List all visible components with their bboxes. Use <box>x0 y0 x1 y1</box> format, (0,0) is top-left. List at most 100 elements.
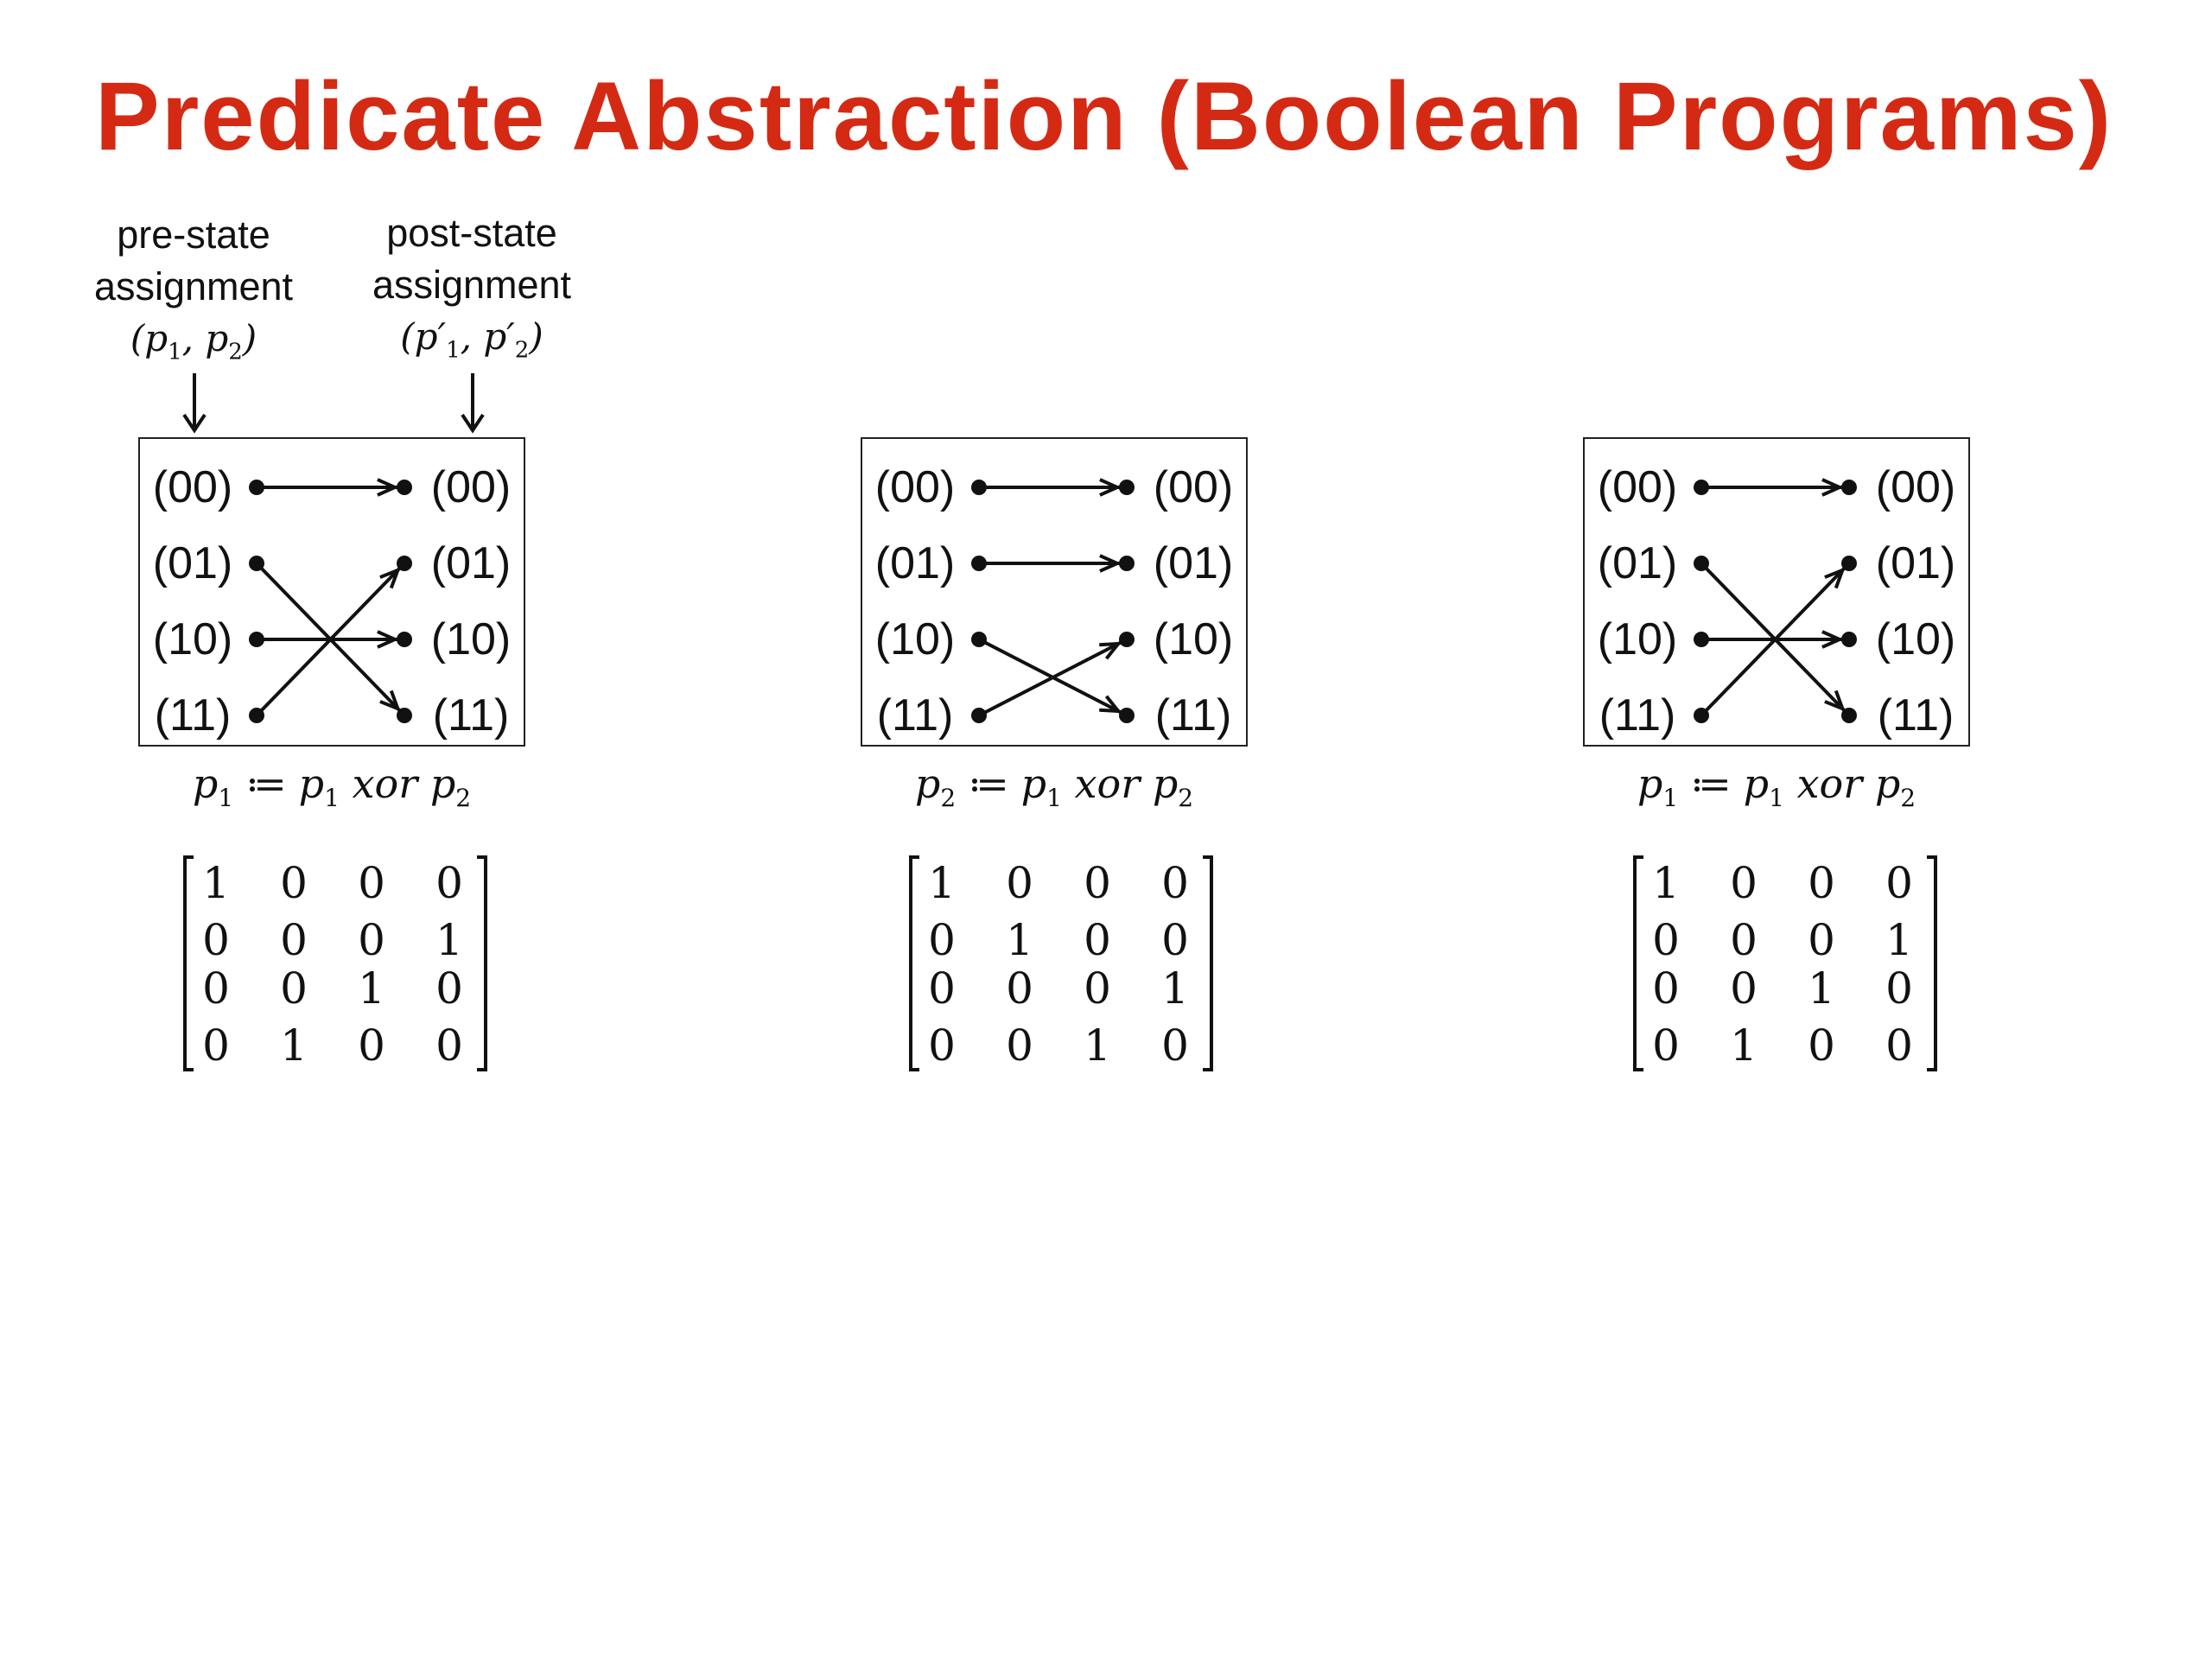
matrix-cell: 0 <box>1006 858 1033 908</box>
transition-matrix-2: 1 0 0 0 0 1 0 0 0 0 0 1 0 0 1 0 <box>906 855 1217 1071</box>
transition-diagram-1: (00) (01) (10) (11) (00) (01) (10) (11) <box>138 437 525 747</box>
matrix-cell: 1 <box>1006 915 1033 965</box>
arrowhead <box>1821 630 1844 649</box>
transition-matrix-1: 1 0 0 0 0 0 0 1 0 0 1 0 0 1 0 0 <box>180 855 491 1071</box>
matrix-cell: 0 <box>280 915 308 965</box>
matrix-cell: 0 <box>1084 963 1111 1014</box>
post-state-11: (11) <box>1877 690 1955 741</box>
transition-matrix-3: 1 0 0 0 0 0 0 1 0 0 1 0 0 1 0 0 <box>1630 855 1941 1071</box>
matrix-cell: 0 <box>280 858 308 908</box>
post-state-00: (00) <box>1875 462 1956 512</box>
transition-arrows-3 <box>1694 478 1857 723</box>
assignment-equation-2: p2 ≔ p1 xor p2 <box>914 760 1194 813</box>
matrix-cell: 0 <box>358 915 385 965</box>
assignment-equation-3: p1 ≔ p1 xor p2 <box>1637 760 1916 813</box>
pre-state-00: (00) <box>152 462 233 512</box>
matrix-cell: 0 <box>928 963 956 1014</box>
arrowhead <box>379 567 401 589</box>
matrix-cell: 0 <box>1885 1020 1913 1071</box>
matrix-cell: 0 <box>1652 963 1680 1014</box>
matrix-cell: 0 <box>1006 1020 1033 1071</box>
matrix-cell: 0 <box>280 963 308 1014</box>
matrix-cell: 0 <box>435 963 463 1014</box>
matrix-cell: 0 <box>1730 963 1758 1014</box>
matrix-cell: 0 <box>1808 858 1835 908</box>
matrix-cell: 1 <box>1161 963 1189 1014</box>
post-state-10: (10) <box>1153 614 1234 664</box>
transition-arrow <box>255 562 406 717</box>
matrix-cell: 1 <box>280 1020 308 1071</box>
matrix-cell: 1 <box>358 963 385 1014</box>
post-state-00: (00) <box>1153 462 1234 512</box>
slide-title: Predicate Abstraction (Boolean Programs) <box>95 62 2113 170</box>
matrix-cell: 0 <box>1730 858 1758 908</box>
matrix-cell: 0 <box>1006 963 1033 1014</box>
matrix-cell: 0 <box>1652 1020 1680 1071</box>
pre-state-11: (11) <box>154 690 232 741</box>
pre-state-01: (01) <box>874 538 956 588</box>
pre-state-header: pre-state assignment (p1, p2) <box>55 209 332 378</box>
matrix-cell: 0 <box>1808 1020 1835 1071</box>
matrix-cell: 0 <box>435 858 463 908</box>
transition-arrow <box>1700 562 1851 717</box>
arrowhead <box>379 690 401 712</box>
matrix-cell: 0 <box>1161 858 1189 908</box>
matrix-cell: 1 <box>202 858 230 908</box>
matrix-cell: 1 <box>1652 858 1680 908</box>
matrix-cell: 0 <box>1885 858 1913 908</box>
post-state-00: (00) <box>430 462 512 512</box>
post-state-01: (01) <box>1153 538 1234 588</box>
pre-state-10: (10) <box>874 614 956 664</box>
pre-state-arrow <box>182 373 207 434</box>
matrix-cell: 0 <box>1808 915 1835 965</box>
matrix-cell: 0 <box>202 963 230 1014</box>
post-state-vars: (p′1, p′2) <box>400 315 543 364</box>
post-state-label: post-state assignment <box>372 211 572 307</box>
matrix-cell: 0 <box>435 1020 463 1071</box>
transition-diagram-2: (00) (01) (10) (11) (00) (01) (10) (11) <box>861 437 1248 747</box>
post-state-11: (11) <box>432 690 510 741</box>
transition-arrows-1 <box>249 478 412 723</box>
pre-state-01: (01) <box>152 538 233 588</box>
pre-state-10: (10) <box>1597 614 1678 664</box>
matrix-cell: 0 <box>358 1020 385 1071</box>
matrix-cell: 1 <box>1808 963 1835 1014</box>
arrowhead <box>377 630 399 649</box>
arrowhead <box>1824 567 1846 589</box>
matrix-cell: 0 <box>1161 1020 1189 1071</box>
matrix-cell: 0 <box>202 1020 230 1071</box>
post-state-11: (11) <box>1154 690 1232 741</box>
transition-arrows-2 <box>971 478 1135 723</box>
arrowhead <box>1099 478 1122 497</box>
matrix-cell: 1 <box>1730 1020 1758 1071</box>
matrix-cell: 0 <box>928 915 956 965</box>
matrix-cell: 0 <box>1730 915 1758 965</box>
arrowhead <box>1821 478 1844 497</box>
pre-state-01: (01) <box>1597 538 1678 588</box>
matrix-brackets-1 <box>183 855 487 1071</box>
matrix-cell: 0 <box>1084 858 1111 908</box>
pre-state-11: (11) <box>876 690 954 741</box>
post-state-header: post-state assignment (p′1, p′2) <box>334 207 610 376</box>
matrix-brackets-3 <box>1633 855 1937 1071</box>
assignment-equation-1: p1 ≔ p1 xor p2 <box>192 760 472 813</box>
pre-state-00: (00) <box>874 462 956 512</box>
pre-state-label: pre-state assignment <box>93 213 294 308</box>
pre-state-vars: (p1, p2) <box>130 317 257 365</box>
matrix-cell: 0 <box>202 915 230 965</box>
matrix-cell: 0 <box>1652 915 1680 965</box>
transition-diagram-3: (00) (01) (10) (11) (00) (01) (10) (11) <box>1583 437 1970 747</box>
post-state-10: (10) <box>430 614 512 664</box>
matrix-cell: 1 <box>1084 1020 1111 1071</box>
matrix-cell: 0 <box>358 858 385 908</box>
matrix-brackets-2 <box>909 855 1213 1071</box>
matrix-cell: 1 <box>1885 915 1913 965</box>
transition-arrow <box>978 638 1128 717</box>
matrix-cell: 0 <box>1161 915 1189 965</box>
matrix-cell: 0 <box>928 1020 956 1071</box>
pre-state-00: (00) <box>1597 462 1678 512</box>
arrowhead <box>377 478 399 497</box>
pre-state-10: (10) <box>152 614 233 664</box>
arrowhead <box>1099 695 1122 714</box>
arrowhead <box>1099 641 1122 660</box>
